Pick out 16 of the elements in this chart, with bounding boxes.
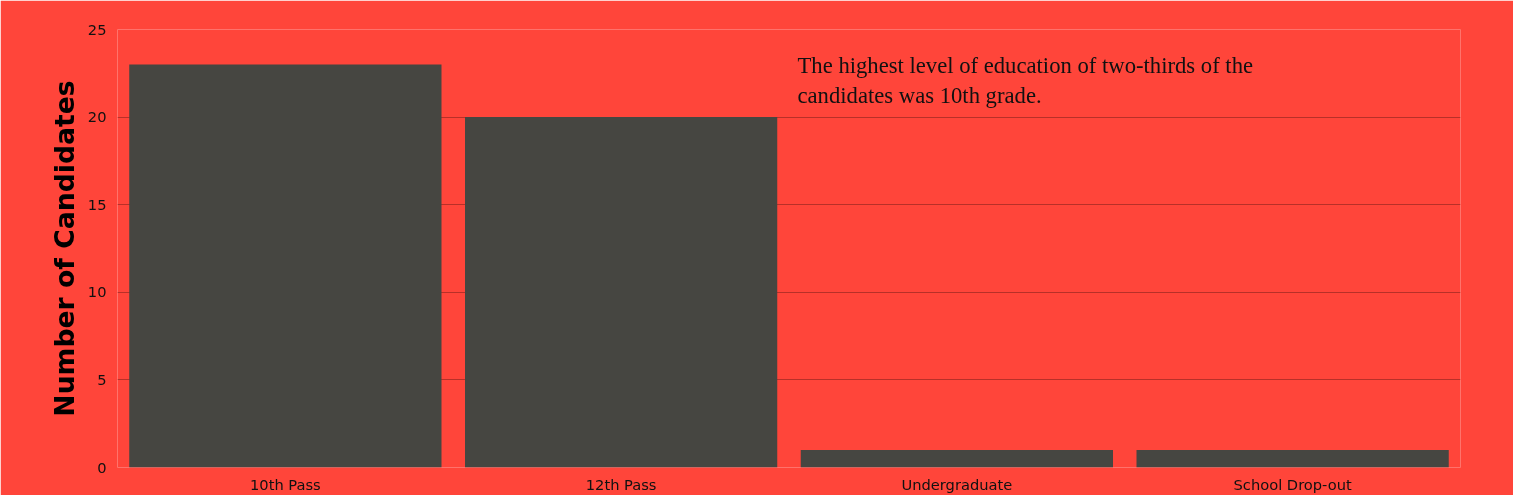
x-tick-label: 10th Pass (249, 475, 321, 493)
x-tick-label: 12th Pass (585, 475, 657, 493)
y-tick-label: 20 (87, 108, 107, 126)
x-tick-label: School Drop-out (1233, 475, 1352, 493)
y-tick-label: 10 (87, 283, 107, 301)
y-tick-label: 15 (87, 195, 107, 213)
bar (1136, 449, 1449, 468)
y-axis-title: Number of Candidates (48, 80, 80, 417)
y-tick-label: 0 (97, 458, 107, 476)
y-tick-label: 25 (87, 20, 107, 38)
bar (800, 449, 1113, 468)
annotation: The highest level of education of two-thirds of the candidates was 10th grade. (797, 52, 1254, 108)
y-tick-label: 5 (97, 370, 107, 388)
bar (129, 64, 442, 468)
bar (465, 117, 778, 468)
x-tick-label: Undergraduate (901, 475, 1013, 493)
